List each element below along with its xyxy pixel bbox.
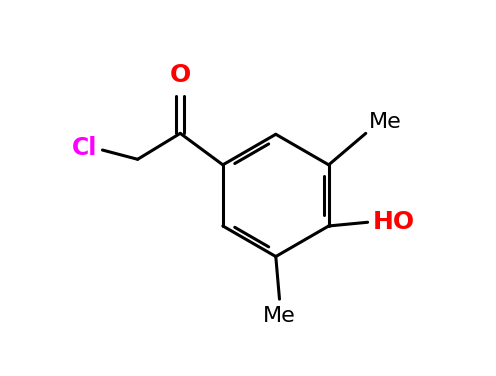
Text: Me: Me (263, 306, 296, 326)
Text: Cl: Cl (71, 136, 97, 160)
Text: O: O (170, 63, 191, 87)
Text: HO: HO (373, 210, 415, 234)
Text: Me: Me (369, 112, 401, 132)
